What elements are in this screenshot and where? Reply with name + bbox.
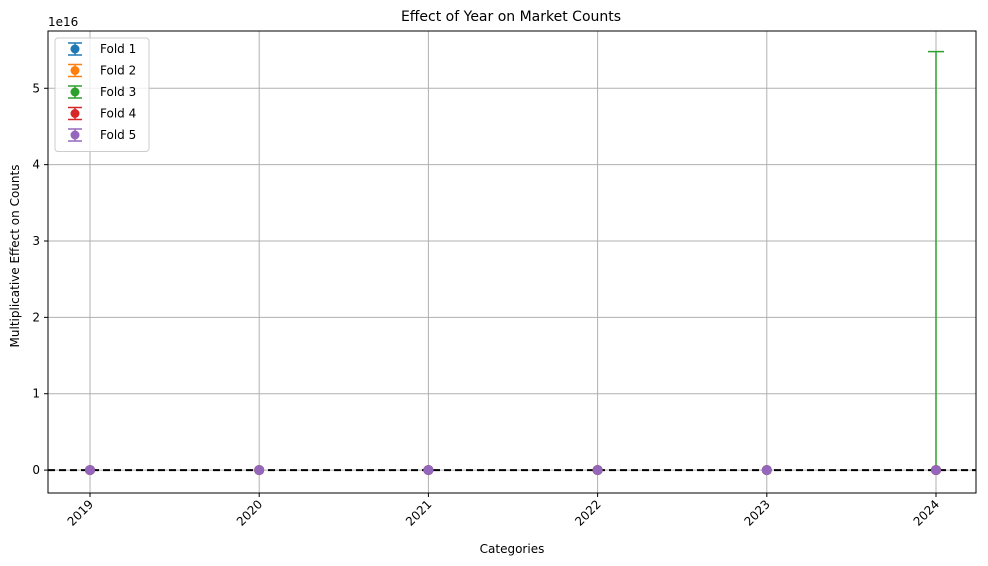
legend-marker bbox=[70, 44, 80, 54]
x-axis-label: Categories bbox=[480, 542, 545, 556]
legend-label: Fold 1 bbox=[100, 42, 136, 56]
legend-label: Fold 4 bbox=[100, 107, 136, 121]
legend-marker bbox=[70, 66, 80, 75]
legend-entry: Fold 4 bbox=[68, 107, 136, 121]
y-tick-label: 0 bbox=[32, 463, 40, 477]
y-tick-label: 2 bbox=[32, 310, 40, 324]
legend-label: Fold 3 bbox=[100, 85, 136, 99]
data-points bbox=[85, 465, 941, 476]
data-point bbox=[761, 465, 772, 476]
data-point bbox=[592, 465, 603, 476]
legend: Fold 1 Fold 2 Fold 3 Fold 4 Fold 5 bbox=[54, 37, 150, 152]
y-tick-label: 4 bbox=[32, 158, 40, 172]
y-axis-label: Multiplicative Effect on Counts bbox=[8, 165, 22, 348]
axes-frame bbox=[47, 30, 977, 494]
y-scale-label: 1e16 bbox=[48, 15, 78, 29]
data-point bbox=[423, 465, 434, 476]
legend-label: Fold 2 bbox=[100, 64, 136, 78]
error-bars bbox=[928, 50, 944, 471]
data-point bbox=[931, 465, 941, 476]
legend-entry: Fold 1 bbox=[68, 42, 136, 56]
y-tick-label: 1 bbox=[32, 387, 40, 401]
legend-marker bbox=[70, 87, 80, 97]
chart-title: Effect of Year on Market Counts bbox=[401, 9, 621, 25]
legend-box bbox=[54, 37, 150, 152]
y-ticks: 0 1 2 3 4 5 bbox=[32, 81, 48, 477]
legend-marker bbox=[70, 109, 80, 118]
y-tick-label: 3 bbox=[32, 234, 40, 248]
legend-entry: Fold 3 bbox=[68, 85, 136, 99]
legend-entry: Fold 2 bbox=[68, 64, 136, 78]
data-point bbox=[85, 465, 95, 476]
legend-label: Fold 5 bbox=[100, 128, 136, 142]
y-tick-label: 5 bbox=[32, 81, 40, 95]
legend-entry: Fold 5 bbox=[68, 128, 136, 142]
data-point bbox=[254, 465, 265, 476]
legend-marker bbox=[70, 130, 80, 140]
